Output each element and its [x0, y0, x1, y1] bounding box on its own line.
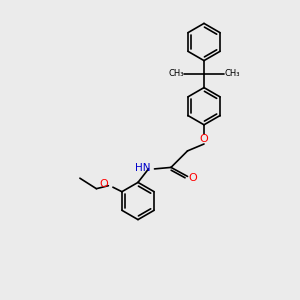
Text: O: O: [200, 134, 208, 144]
Text: O: O: [188, 173, 197, 183]
Text: HN: HN: [135, 163, 150, 173]
Text: O: O: [99, 179, 108, 189]
Text: CH₃: CH₃: [168, 69, 184, 78]
Text: CH₃: CH₃: [224, 69, 240, 78]
